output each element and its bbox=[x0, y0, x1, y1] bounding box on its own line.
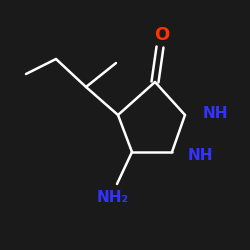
Text: NH: NH bbox=[188, 148, 214, 162]
Text: O: O bbox=[154, 26, 170, 44]
Text: NH₂: NH₂ bbox=[97, 190, 129, 204]
Text: NH: NH bbox=[203, 106, 228, 120]
